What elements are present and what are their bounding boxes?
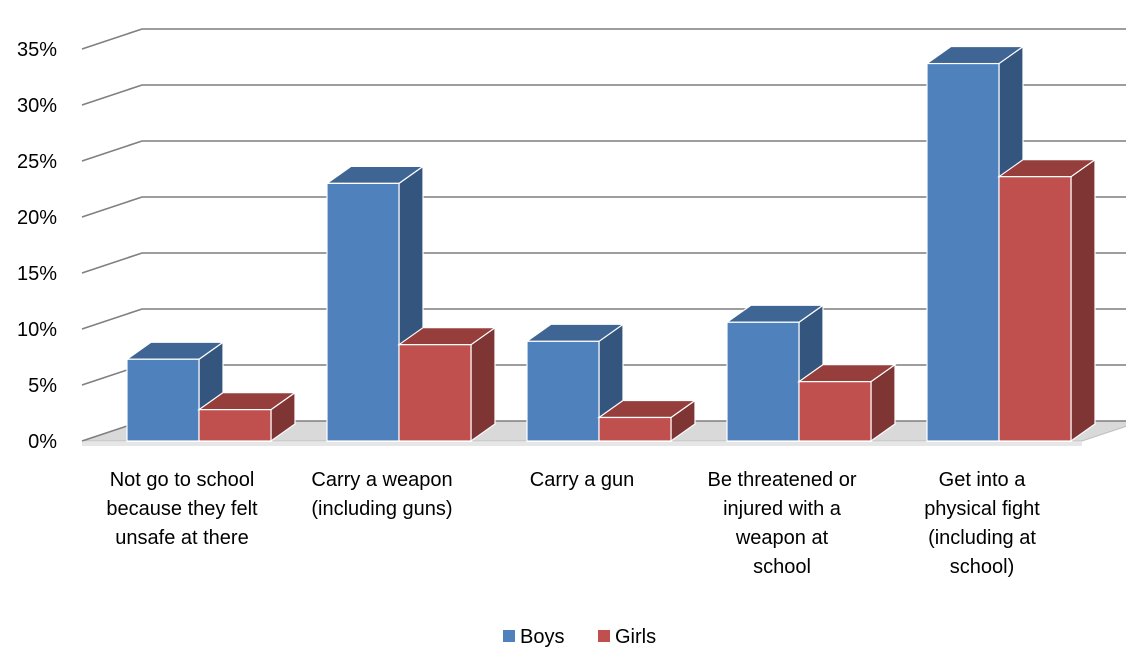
y-tick-label: 35% bbox=[17, 39, 57, 61]
gridline bbox=[81, 140, 1126, 162]
gridline bbox=[81, 196, 1126, 218]
y-tick-label: 0% bbox=[28, 431, 57, 453]
bar-front bbox=[998, 176, 1072, 442]
y-tick-label: 30% bbox=[17, 95, 57, 117]
bar-front bbox=[326, 182, 400, 442]
gridline bbox=[81, 84, 1126, 106]
y-tick-label: 15% bbox=[17, 263, 57, 285]
bar-front bbox=[126, 358, 200, 442]
legend-item-girls: Girls bbox=[598, 626, 656, 648]
bar-front bbox=[798, 381, 872, 442]
bar-front bbox=[526, 340, 600, 442]
legend-swatch bbox=[598, 630, 610, 642]
y-tick-label: 10% bbox=[17, 319, 57, 341]
y-axis-ticks: 0% 5% 10% 15% 20% 25% 30% 35% bbox=[17, 39, 57, 453]
x-category-label: Get into a physical fight (including at sch… bbox=[924, 469, 1040, 578]
x-category-label: Carry a weapon (including guns) bbox=[311, 469, 452, 520]
legend-swatch bbox=[503, 630, 515, 642]
bar-side bbox=[1070, 158, 1096, 443]
bar-girls bbox=[797, 363, 897, 443]
bar-girls bbox=[597, 399, 697, 443]
bars bbox=[125, 45, 1097, 443]
legend-item-boys: Boys bbox=[503, 626, 564, 648]
x-category-label: Be threatened or injured with a weapon at s… bbox=[708, 469, 857, 578]
gridline bbox=[81, 28, 1126, 50]
y-tick-label: 5% bbox=[28, 375, 57, 397]
legend-label: Girls bbox=[615, 626, 656, 648]
bar-girls bbox=[397, 326, 497, 443]
bar-boys bbox=[525, 323, 625, 443]
bar-front bbox=[198, 409, 272, 442]
legend: Boys Girls bbox=[503, 626, 656, 648]
bar-side bbox=[470, 326, 496, 443]
bar-front bbox=[726, 321, 800, 442]
x-axis-labels: Not go to school because they felt unsafe … bbox=[106, 469, 1040, 578]
gridline bbox=[81, 252, 1126, 274]
bar-front bbox=[926, 62, 1000, 442]
y-tick-label: 20% bbox=[17, 207, 57, 229]
bar-girls bbox=[997, 158, 1097, 443]
y-tick-label: 25% bbox=[17, 151, 57, 173]
x-category-label: Carry a gun bbox=[530, 469, 635, 491]
legend-label: Boys bbox=[520, 626, 564, 648]
x-category-label: Not go to school because they felt unsafe … bbox=[106, 469, 258, 549]
bar-girls bbox=[197, 391, 297, 443]
bar-front bbox=[398, 344, 472, 442]
bar-front bbox=[598, 416, 672, 442]
